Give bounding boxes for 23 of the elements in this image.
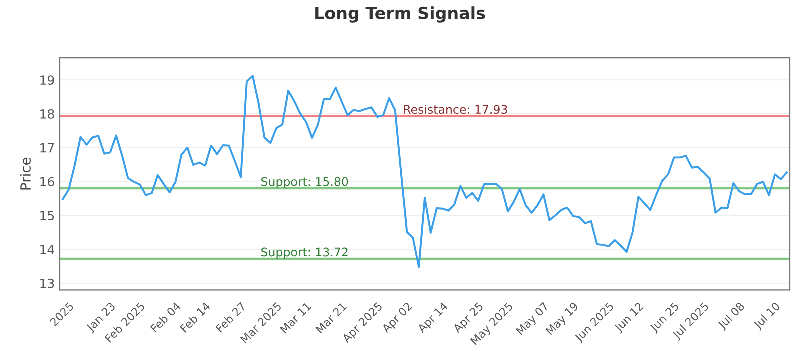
ref-line-label: Resistance: 17.93 (404, 104, 508, 114)
y-tick-label: 17 (40, 144, 54, 153)
x-tick-label: Jul 08 (717, 302, 747, 332)
x-tick-label: Feb 14 (180, 302, 212, 333)
y-axis-title: Price (20, 158, 31, 190)
x-tick-label: Mar 11 (280, 302, 312, 334)
y-tick-label: 19 (40, 76, 54, 86)
y-tick-label: 14 (40, 245, 54, 254)
x-tick-label: Feb 04 (150, 302, 182, 333)
y-tick-label: 16 (40, 177, 54, 187)
x-tick-label: Feb 27 (215, 302, 246, 333)
x-tick-label: Apr 14 (417, 302, 450, 335)
x-tick-label: Jun 12 (614, 302, 646, 334)
x-tick-label: Mar 21 (316, 302, 348, 334)
ref-line-label: Support: 15.80 (262, 177, 348, 189)
y-tick-label: 13 (40, 278, 54, 288)
ref-line-label: Support: 13.72 (262, 248, 348, 259)
x-tick-label: Apr 02 (381, 302, 414, 335)
x-tick-label: Jul 10 (752, 302, 782, 332)
y-tick-label: 15 (40, 211, 54, 221)
y-tick-label: 18 (40, 109, 54, 119)
line-series (62, 75, 788, 268)
chart-title: Long Term Signals (316, 6, 486, 23)
